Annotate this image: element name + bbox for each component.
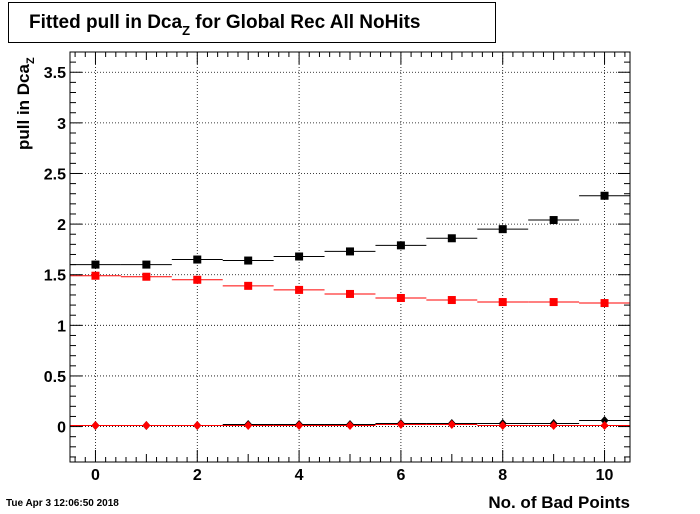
chart-title: Fitted pull in DcaZ for Global Rec All N… — [29, 12, 421, 38]
y-tick-label: 0.5 — [44, 369, 66, 386]
data-point — [244, 256, 253, 265]
data-point — [244, 281, 253, 290]
y-axis-label: pull in DcaZ — [14, 57, 37, 150]
data-point — [498, 298, 507, 307]
x-axis-label: No. of Bad Points — [488, 493, 630, 512]
title-rest: for Global Rec All NoHits — [190, 12, 421, 33]
x-tick-label: 0 — [91, 467, 100, 484]
x-tick-label: 10 — [596, 467, 614, 484]
y-tick-label: 2 — [57, 217, 66, 234]
y-tick-label: 2.5 — [44, 166, 66, 183]
data-point — [447, 234, 456, 243]
title-main: Fitted pull in Dca — [29, 12, 183, 33]
y-tick-label: 3.5 — [44, 65, 66, 82]
x-tick-label: 6 — [396, 467, 405, 484]
data-point — [91, 271, 100, 280]
series-0 — [70, 191, 630, 269]
ylabel-main: pull in Dca — [14, 64, 33, 150]
data-point — [346, 289, 354, 298]
timestamp: Tue Apr 3 12:06:50 2018 — [6, 498, 119, 509]
data-point — [600, 415, 609, 425]
data-point — [91, 260, 100, 269]
axis-ticks: 0 2 4 6 8 10 0 0.5 1 1.5 2 2.5 3 3.5 — [44, 51, 630, 484]
data-point — [193, 255, 202, 264]
data-point — [91, 421, 100, 431]
series-1 — [70, 271, 630, 308]
grid-lines — [70, 52, 630, 462]
data-point — [549, 216, 558, 225]
data-point — [396, 420, 405, 430]
data-point — [600, 191, 609, 200]
data-point — [600, 299, 609, 308]
data-point — [346, 421, 354, 431]
data-point — [295, 421, 304, 431]
data-point — [346, 247, 354, 256]
y-tick-label: 3 — [57, 116, 66, 133]
y-tick-label: 0 — [57, 420, 66, 437]
series-layer — [70, 191, 630, 431]
series-3 — [70, 420, 630, 431]
data-point — [396, 294, 405, 302]
y-tick-label: 1.5 — [44, 268, 66, 285]
data-point — [244, 421, 253, 431]
data-point — [193, 421, 202, 431]
title-box: Fitted pull in DcaZ for Global Rec All N… — [8, 2, 496, 43]
data-point — [549, 298, 558, 307]
data-point — [600, 421, 609, 431]
x-tick-label: 4 — [295, 467, 304, 484]
plot-frame — [69, 51, 631, 463]
x-tick-label: 2 — [193, 467, 202, 484]
title-subscript: Z — [182, 23, 191, 38]
x-tick-label: 8 — [498, 467, 507, 484]
data-point — [295, 252, 304, 261]
data-point — [142, 260, 151, 269]
data-point — [498, 225, 507, 234]
data-point — [396, 241, 405, 250]
y-tick-label: 1 — [57, 318, 66, 335]
data-point — [142, 421, 151, 431]
data-point — [193, 275, 202, 284]
data-point — [295, 285, 304, 294]
data-point — [498, 421, 507, 431]
data-point — [447, 420, 456, 430]
ylabel-subscript: Z — [25, 57, 37, 65]
data-point — [142, 272, 151, 281]
data-point — [549, 421, 558, 431]
data-point — [447, 296, 456, 305]
